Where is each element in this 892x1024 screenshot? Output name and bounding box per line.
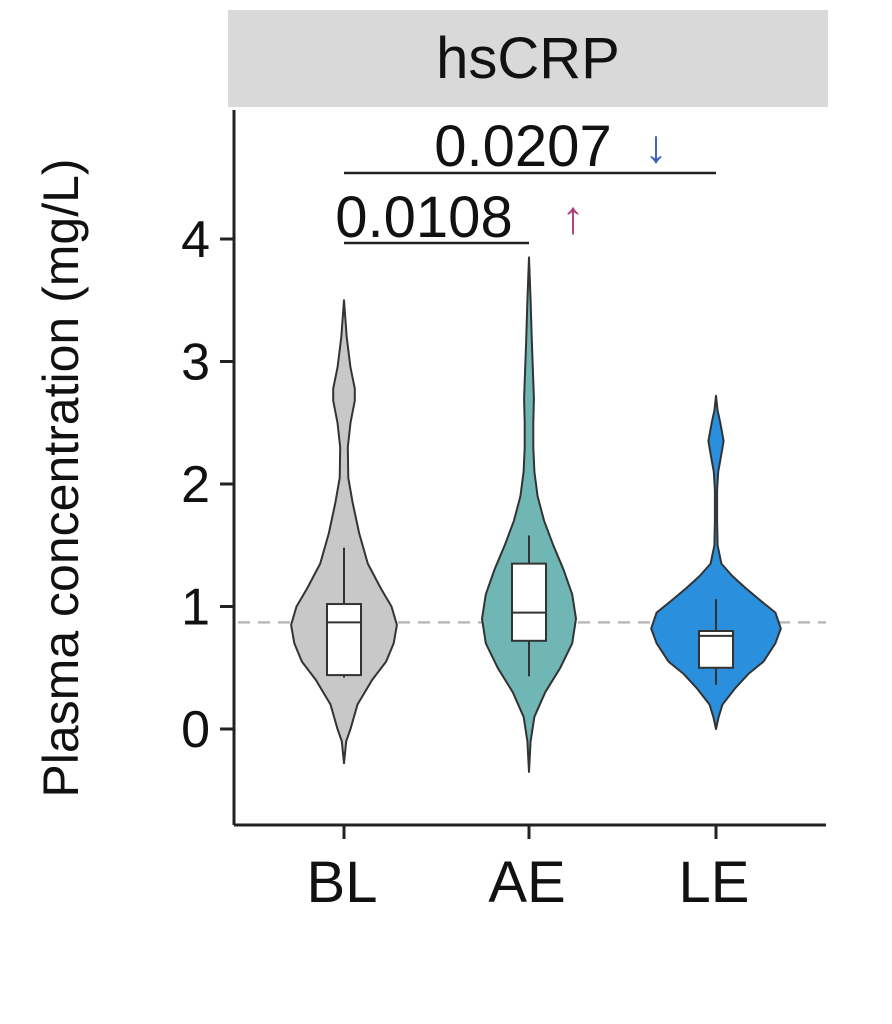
- box-AE: [511, 562, 547, 642]
- violin-AE: [481, 256, 577, 773]
- y-tick-label-4: 4: [181, 211, 210, 269]
- arrow-up-icon: ↑: [562, 191, 585, 243]
- y-tick-label-1: 1: [181, 579, 210, 637]
- y-axis-label: Plasma concentration (mg/L): [33, 158, 89, 797]
- p-value-BL-LE: 0.0207: [434, 114, 611, 179]
- y-tick-label-0: 0: [181, 701, 210, 759]
- violin-BL: [290, 299, 398, 765]
- y-tick-label-2: 2: [181, 456, 210, 514]
- box-LE: [698, 630, 734, 669]
- x-tick-label-AE: AE: [488, 850, 565, 915]
- plot-area: 0 1 2 3 4 BL AE LE 0.0108 ↑ 0.0207 ↓: [181, 110, 826, 915]
- p-value-BL-AE: 0.0108: [335, 185, 512, 250]
- panel-title: hsCRP: [436, 26, 620, 91]
- violin-LE: [650, 394, 782, 730]
- panel-strip: [228, 10, 828, 107]
- arrow-down-icon: ↓: [645, 120, 668, 172]
- y-tick-label-3: 3: [181, 334, 210, 392]
- x-tick-label-BL: BL: [307, 850, 378, 915]
- x-tick-label-LE: LE: [679, 850, 750, 915]
- box-BL: [326, 603, 362, 677]
